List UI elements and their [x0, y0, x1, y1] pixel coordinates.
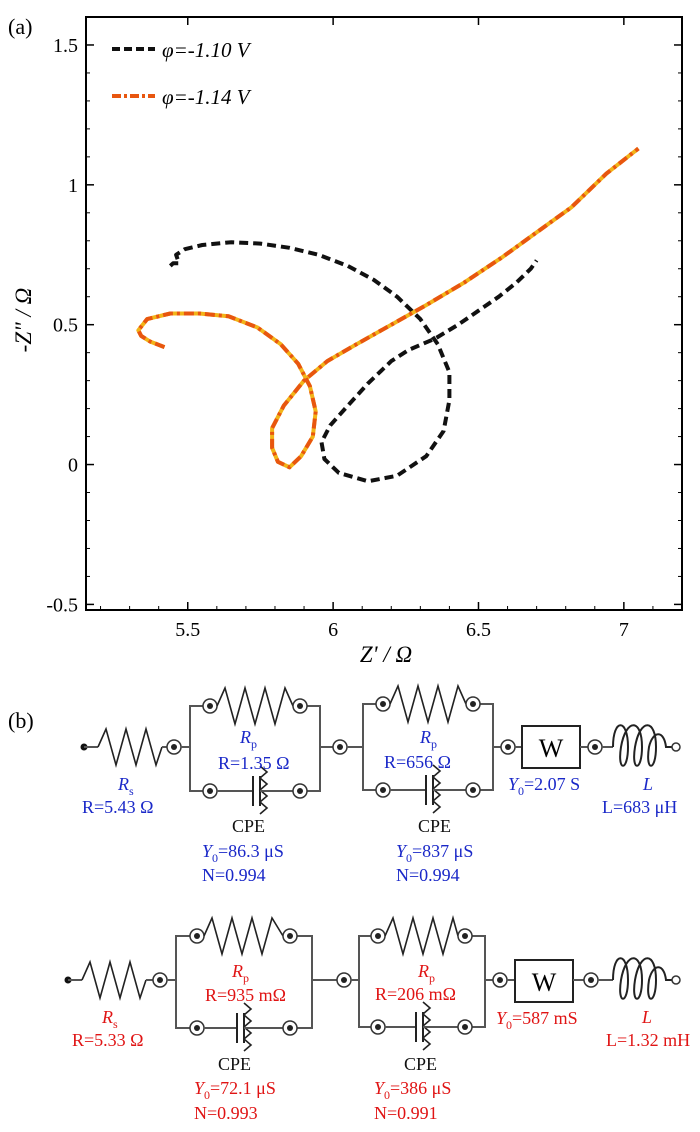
w-y0-2: Y0=587 mS	[496, 1008, 578, 1032]
cpe1-label-1: CPE	[232, 816, 265, 836]
y-tick-label: 0.5	[53, 315, 78, 337]
cpe1-label-2: CPE	[218, 1054, 251, 1074]
rp1-value-2: R=935 mΩ	[205, 985, 286, 1005]
node	[375, 782, 391, 798]
y-axis-ticks: -0.5 0 0.5 1 1.5	[46, 35, 682, 616]
y-tick-label: 0	[68, 455, 78, 477]
node	[189, 928, 205, 944]
l-value-2: L=1.32 mH	[606, 1030, 690, 1050]
node	[457, 1019, 473, 1035]
node	[583, 972, 599, 988]
cpe1-y0-2: Y0=72.1 μS	[194, 1078, 276, 1102]
x-axis-ticks: 5.5 6 6.5 7	[100, 17, 683, 641]
rs-label-2: Rs	[101, 1007, 118, 1031]
rs-value-2: R=5.33 Ω	[72, 1030, 144, 1050]
node	[202, 783, 218, 799]
cpe2-y0-2: Y0=386 μS	[374, 1078, 451, 1102]
rp1-label-1: Rp	[239, 727, 257, 751]
rp2-value-2: R=206 mΩ	[375, 984, 456, 1004]
warburg-symbol: W	[539, 734, 564, 763]
cpe1-n-1: N=0.994	[202, 865, 266, 885]
warburg-element-2	[514, 959, 574, 1003]
resistor-rp1-2	[203, 915, 284, 957]
panel-a-label: (a)	[8, 14, 32, 39]
warburg-symbol: W	[532, 968, 557, 997]
cpe2-n-1: N=0.994	[396, 865, 460, 885]
rs-label-1: Rs	[117, 774, 134, 798]
inductor-2	[612, 957, 672, 1000]
output-terminal	[671, 975, 681, 985]
node	[282, 1020, 298, 1036]
node	[152, 972, 168, 988]
node	[336, 972, 352, 988]
plot-frame	[85, 16, 683, 611]
node	[166, 739, 182, 755]
x-tick-label: 7	[619, 619, 629, 641]
resistor-rp1-1	[216, 685, 294, 727]
rp2-value-1: R=656 Ω	[384, 752, 451, 772]
y-axis-label: -Z" / Ω	[11, 288, 36, 353]
x-tick-label: 6.5	[466, 619, 491, 641]
resistor-rs-1	[97, 726, 163, 768]
cpe1-y0-1: Y0=86.3 μS	[202, 841, 284, 865]
cpe2-label-2: CPE	[404, 1054, 437, 1074]
inductor-1	[612, 724, 672, 767]
rp2-label-2: Rp	[417, 961, 435, 985]
node	[282, 928, 298, 944]
cpe2-n-2: N=0.991	[374, 1103, 438, 1123]
node	[370, 1019, 386, 1035]
y-tick-label: 1.5	[53, 35, 78, 57]
x-axis-label: Z' / Ω	[360, 642, 412, 667]
legend: φ=-1.10 V φ=-1.14 V	[112, 38, 252, 109]
warburg-element-1	[521, 725, 581, 769]
node	[500, 739, 516, 755]
node	[370, 928, 386, 944]
node	[465, 782, 481, 798]
x-tick-label: 6	[328, 619, 338, 641]
rp2-label-1: Rp	[419, 727, 437, 751]
resistor-rp2-2	[384, 915, 459, 957]
cpe2-y0-1: Y0=837 μS	[396, 841, 473, 865]
series-2-line	[136, 146, 640, 470]
series-2-underlay	[136, 146, 640, 470]
x-tick-label: 5.5	[175, 619, 200, 641]
l-label-2: L	[641, 1007, 652, 1027]
node	[457, 928, 473, 944]
resistor-rs-2	[81, 959, 147, 1001]
y-tick-label: -0.5	[46, 594, 78, 616]
cpe2-label-1: CPE	[418, 816, 451, 836]
panel-b-label: (b)	[8, 708, 34, 733]
series-layer	[136, 146, 640, 484]
cpe1-n-2: N=0.993	[194, 1103, 258, 1123]
node	[292, 698, 308, 714]
node	[189, 1020, 205, 1036]
l-label-1: L	[642, 774, 653, 794]
node	[492, 972, 508, 988]
rp1-label-2: Rp	[231, 961, 249, 985]
rp1-value-1: R=1.35 Ω	[218, 753, 290, 773]
w-y0-1: Y0=2.07 S	[508, 774, 580, 798]
equivalent-circuit-1: W Rs R=5.43 Ω Rp R=1.35 Ω CPE Y0=86.3 μS…	[80, 683, 681, 885]
rs-value-1: R=5.43 Ω	[82, 797, 154, 817]
legend-label-series-2: φ=-1.14 V	[162, 85, 252, 109]
series-1-line	[168, 240, 539, 484]
legend-label-series-1: φ=-1.10 V	[162, 38, 252, 62]
node	[332, 739, 348, 755]
y-tick-label: 1	[68, 175, 78, 197]
node	[202, 698, 218, 714]
node	[375, 696, 391, 712]
l-value-1: L=683 μH	[602, 797, 677, 817]
node	[587, 739, 603, 755]
resistor-rp2-1	[389, 683, 467, 725]
node	[465, 696, 481, 712]
nyquist-plot: -0.5 0 0.5 1 1.5 5.5 6 6.5 7 φ=-1.10 V φ=-1.14 …	[11, 16, 683, 667]
equivalent-circuit-2: W Rs R=5.33 Ω Rp R=935 mΩ CPE Y0=72.1 μS…	[64, 915, 690, 1123]
node	[292, 783, 308, 799]
output-terminal	[671, 742, 681, 752]
